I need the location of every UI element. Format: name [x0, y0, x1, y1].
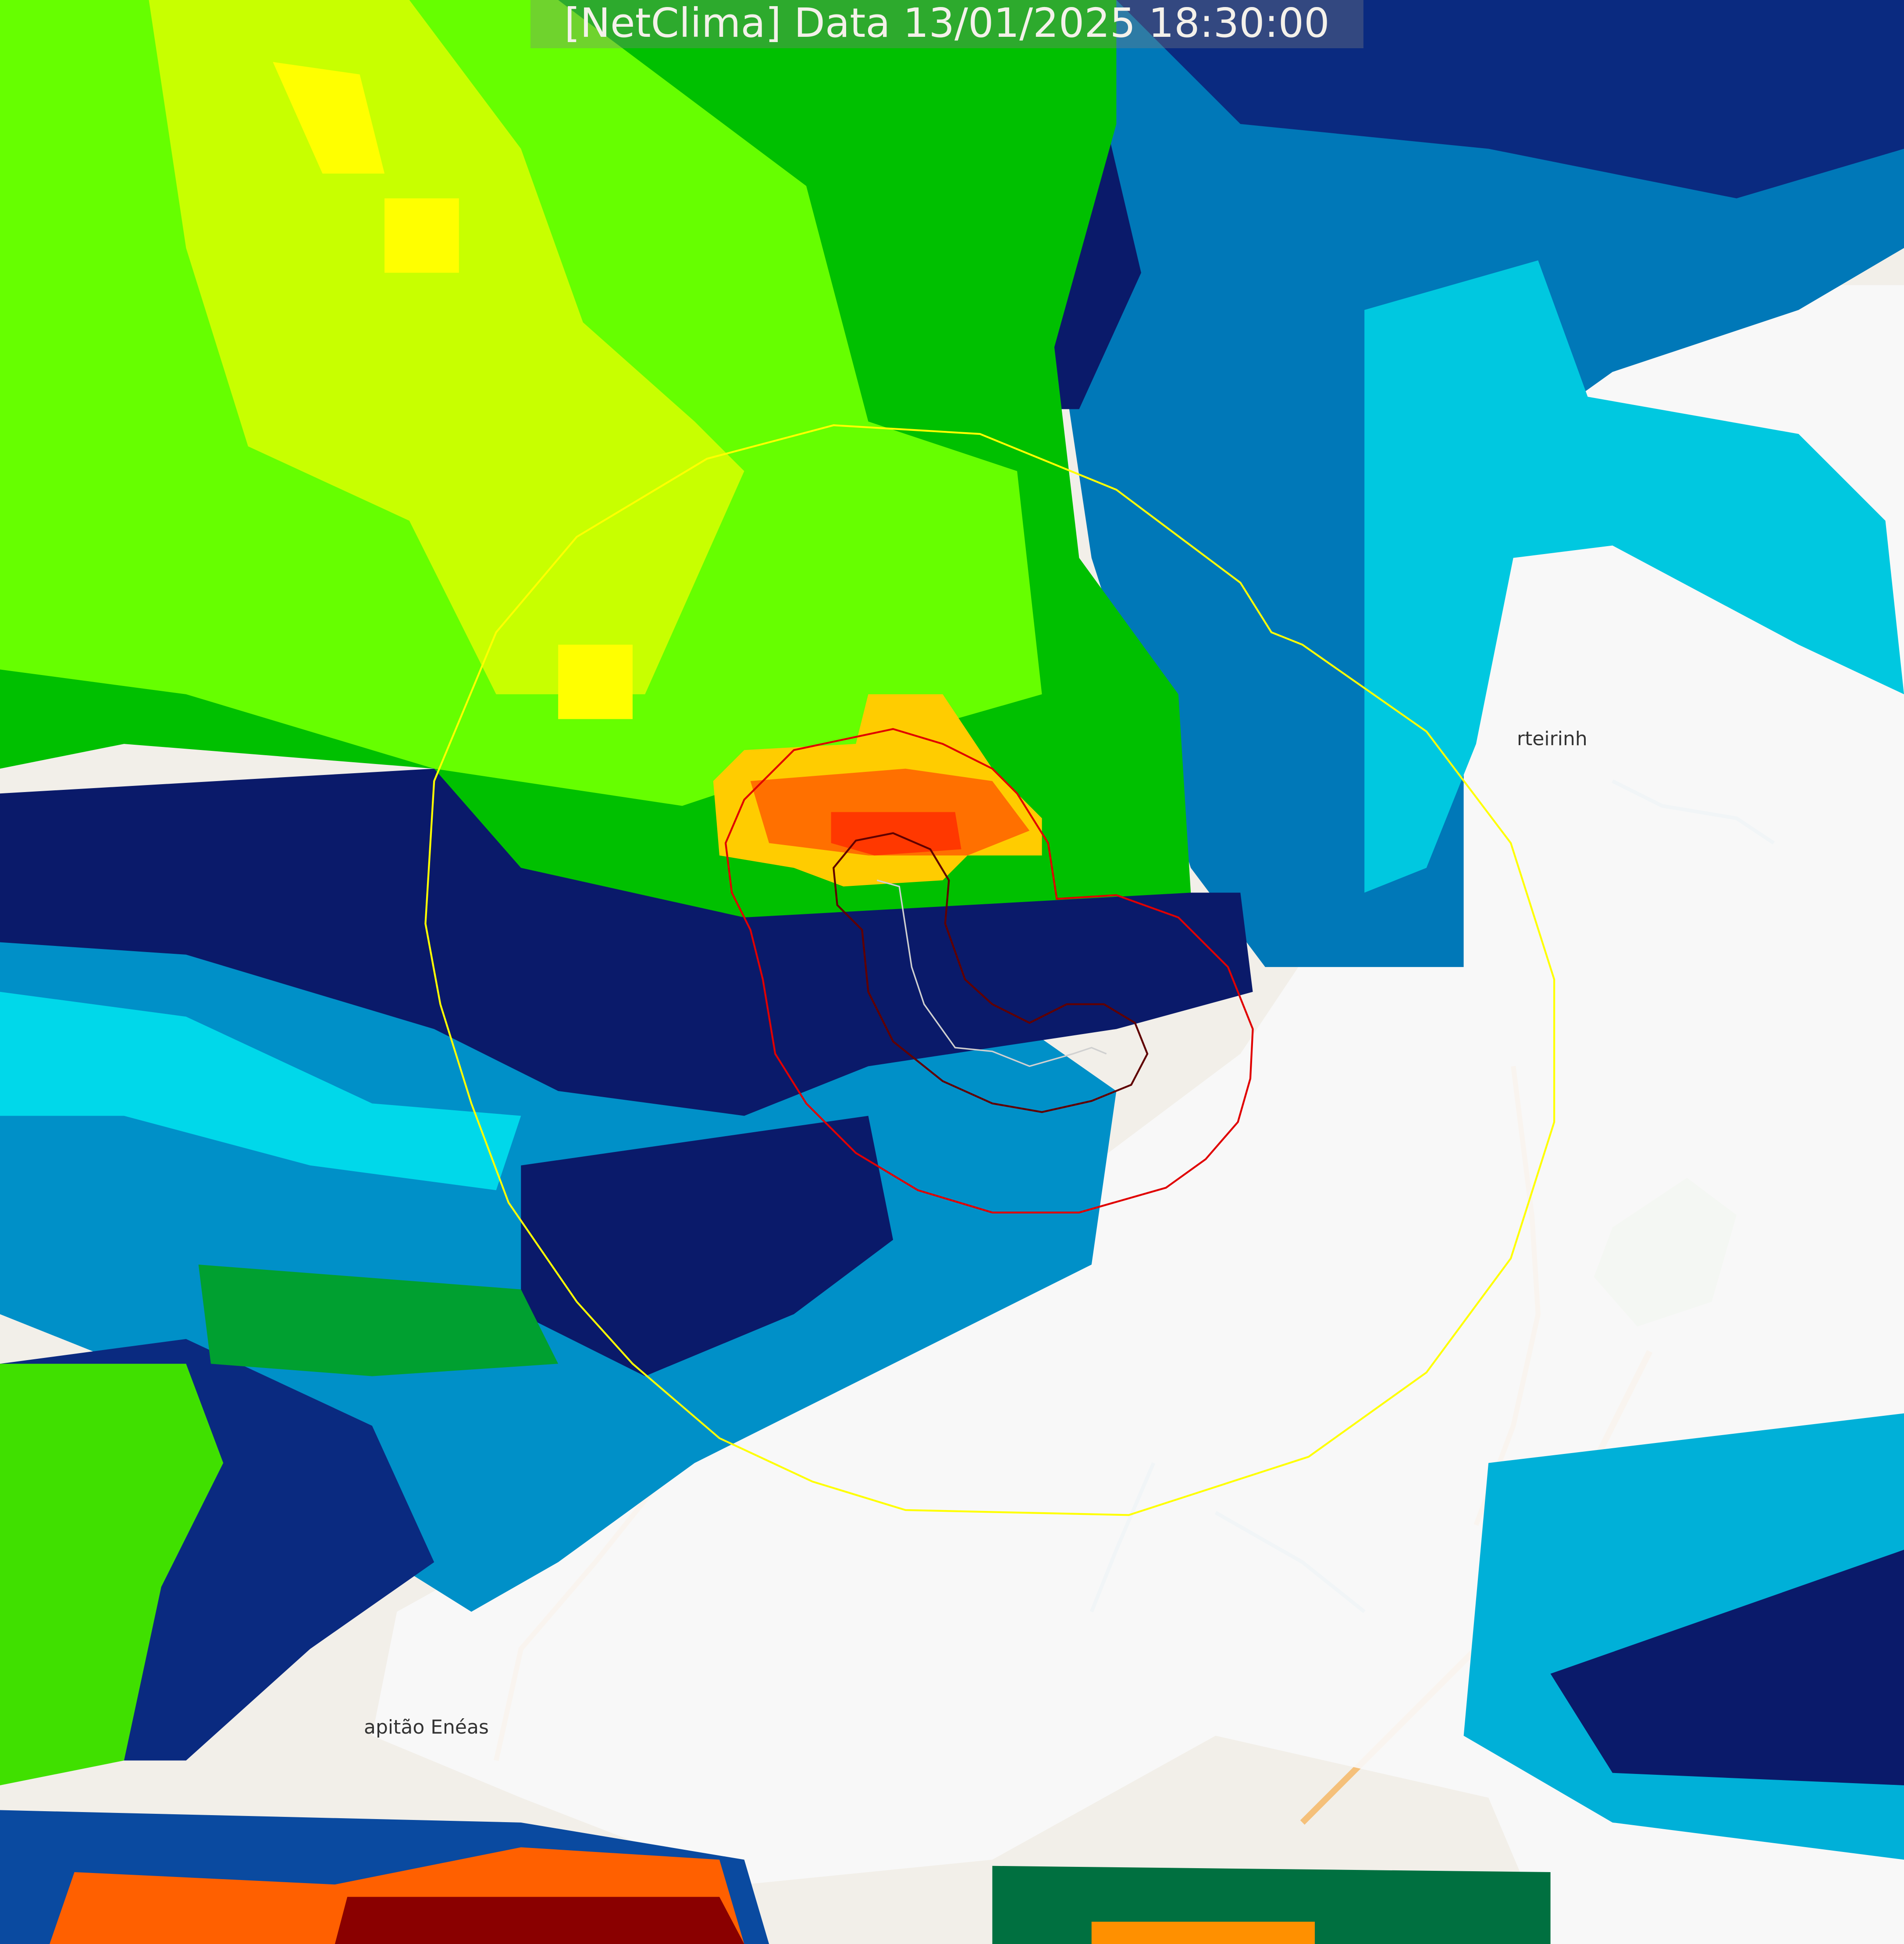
- radar-echo-yellow: [273, 62, 633, 719]
- radar-echo-navy: [521, 1116, 893, 1376]
- radar-echo-cyan: [0, 992, 521, 1191]
- map-title: [NetClima] Data 13/01/2025 18:30:00: [530, 0, 1363, 48]
- storm-contour-inner: [833, 832, 1149, 1113]
- radar-echo-orange: [1091, 1922, 1315, 1944]
- radar-echo-green: [0, 1364, 224, 1785]
- radar-echo-darkred: [335, 1897, 744, 1944]
- radar-echo-green: [198, 1265, 559, 1376]
- radar-echo-yellowgreen: [149, 0, 744, 694]
- place-label: apitão Enéas: [364, 1716, 489, 1738]
- radar-echo-navy: [1116, 0, 1904, 199]
- range-ring: [424, 424, 1555, 1516]
- storm-contour-outer: [724, 728, 1254, 1214]
- radar-echo-navy: [1550, 1550, 1904, 1785]
- storm-track: [876, 879, 1107, 1067]
- radar-echo-cyan: [1364, 260, 1904, 893]
- radar-echo-navy: [0, 768, 1253, 1116]
- place-label: rteirinh: [1517, 728, 1587, 750]
